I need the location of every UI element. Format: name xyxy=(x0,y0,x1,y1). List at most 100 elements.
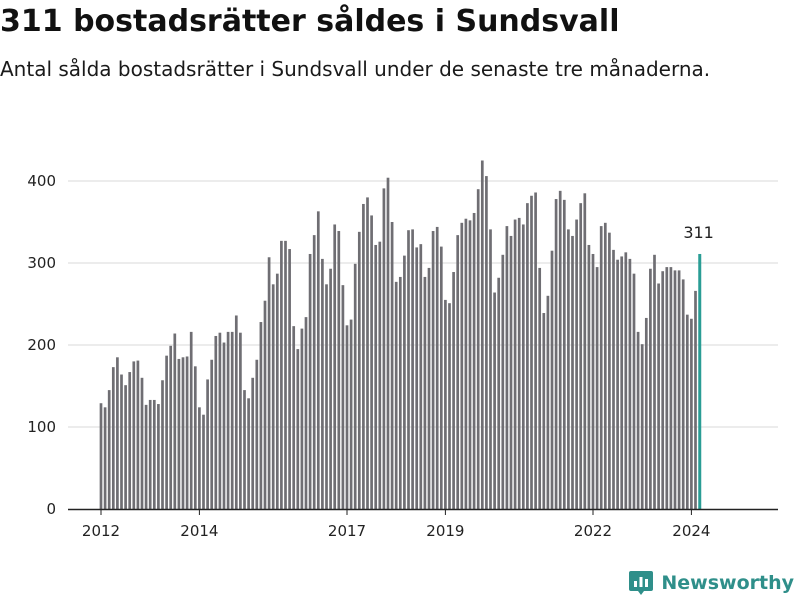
bar xyxy=(599,226,603,509)
bar xyxy=(378,241,382,509)
bar xyxy=(685,314,689,509)
bar xyxy=(587,244,591,509)
bar xyxy=(362,203,365,509)
x-tick-label: 2022 xyxy=(574,522,612,540)
bar xyxy=(120,374,123,509)
bar xyxy=(501,254,505,509)
bar xyxy=(526,203,529,509)
bar xyxy=(325,284,328,509)
bar xyxy=(505,226,509,509)
bar xyxy=(116,357,119,509)
bar xyxy=(280,240,283,510)
bar xyxy=(411,229,414,509)
bar xyxy=(435,226,439,510)
bar xyxy=(132,361,136,509)
bar xyxy=(616,259,619,509)
bar xyxy=(271,284,275,509)
bar xyxy=(444,299,447,509)
bar xyxy=(206,379,209,509)
bar xyxy=(550,250,554,509)
bar xyxy=(267,257,271,509)
chart-subtitle: Antal sålda bostadsrätter i Sundsvall un… xyxy=(0,57,711,81)
bar xyxy=(345,325,349,509)
chart-title: 311 bostadsrätter såldes i Sundsvall xyxy=(0,4,620,39)
bar xyxy=(468,220,472,510)
bar xyxy=(394,281,398,509)
bar xyxy=(128,372,132,509)
bar xyxy=(644,317,648,509)
bar xyxy=(493,292,496,509)
bar xyxy=(612,249,615,509)
x-tick-label: 2017 xyxy=(328,522,366,540)
bar xyxy=(382,188,386,509)
bar xyxy=(513,219,517,510)
x-tick-label: 2019 xyxy=(426,522,464,540)
bar xyxy=(464,218,468,509)
bar xyxy=(460,222,464,509)
x-tick-label: 2024 xyxy=(672,522,710,540)
bar xyxy=(370,215,373,509)
bar xyxy=(329,268,332,509)
bar-highlight xyxy=(698,253,702,509)
bar xyxy=(247,398,250,509)
bar xyxy=(673,270,677,509)
bar xyxy=(304,317,308,509)
bar xyxy=(431,231,435,509)
bar xyxy=(239,332,242,509)
bar xyxy=(173,333,177,509)
bar xyxy=(575,219,578,510)
bar xyxy=(640,344,644,509)
bar xyxy=(509,235,513,509)
bar xyxy=(140,377,144,509)
bar xyxy=(124,385,127,509)
y-tick-label: 400 xyxy=(27,172,56,190)
newsworthy-brand: Newsworthy xyxy=(628,568,794,598)
highlight-value-label: 311 xyxy=(683,223,714,242)
bar xyxy=(185,356,189,509)
brand-name: Newsworthy xyxy=(661,572,794,594)
newsworthy-logo-icon xyxy=(629,571,654,595)
bar xyxy=(222,342,226,509)
bar xyxy=(333,224,337,509)
bar xyxy=(489,229,492,509)
y-tick-label: 300 xyxy=(27,254,56,272)
x-tick-label: 2014 xyxy=(180,522,218,540)
bar xyxy=(198,407,201,509)
bar xyxy=(386,177,390,509)
bar xyxy=(398,276,402,509)
bar xyxy=(300,328,304,509)
bar xyxy=(558,190,562,509)
bar xyxy=(423,276,427,509)
bar xyxy=(255,359,259,509)
bar xyxy=(107,390,111,509)
bar xyxy=(583,193,587,510)
bar xyxy=(210,359,214,509)
bar xyxy=(538,267,542,509)
bar xyxy=(608,232,611,509)
bar xyxy=(353,263,357,509)
bar xyxy=(415,247,419,510)
bar xyxy=(152,399,156,509)
bar xyxy=(427,267,431,509)
bar xyxy=(177,358,181,509)
bar xyxy=(181,357,185,509)
bar xyxy=(292,326,296,509)
y-tick-label: 100 xyxy=(27,418,56,436)
bar xyxy=(636,331,640,509)
bar xyxy=(161,380,164,509)
bar xyxy=(374,244,378,509)
bar xyxy=(497,277,501,509)
bar xyxy=(669,267,673,509)
bar xyxy=(530,195,533,509)
bar xyxy=(595,267,599,509)
bar xyxy=(649,268,652,509)
bar xyxy=(694,290,697,509)
bar xyxy=(312,235,316,509)
bar xyxy=(165,355,168,509)
bar xyxy=(403,255,406,509)
bar xyxy=(157,404,160,509)
bar xyxy=(214,335,218,509)
bar xyxy=(349,319,353,509)
bar xyxy=(321,258,324,509)
bar xyxy=(226,331,230,509)
